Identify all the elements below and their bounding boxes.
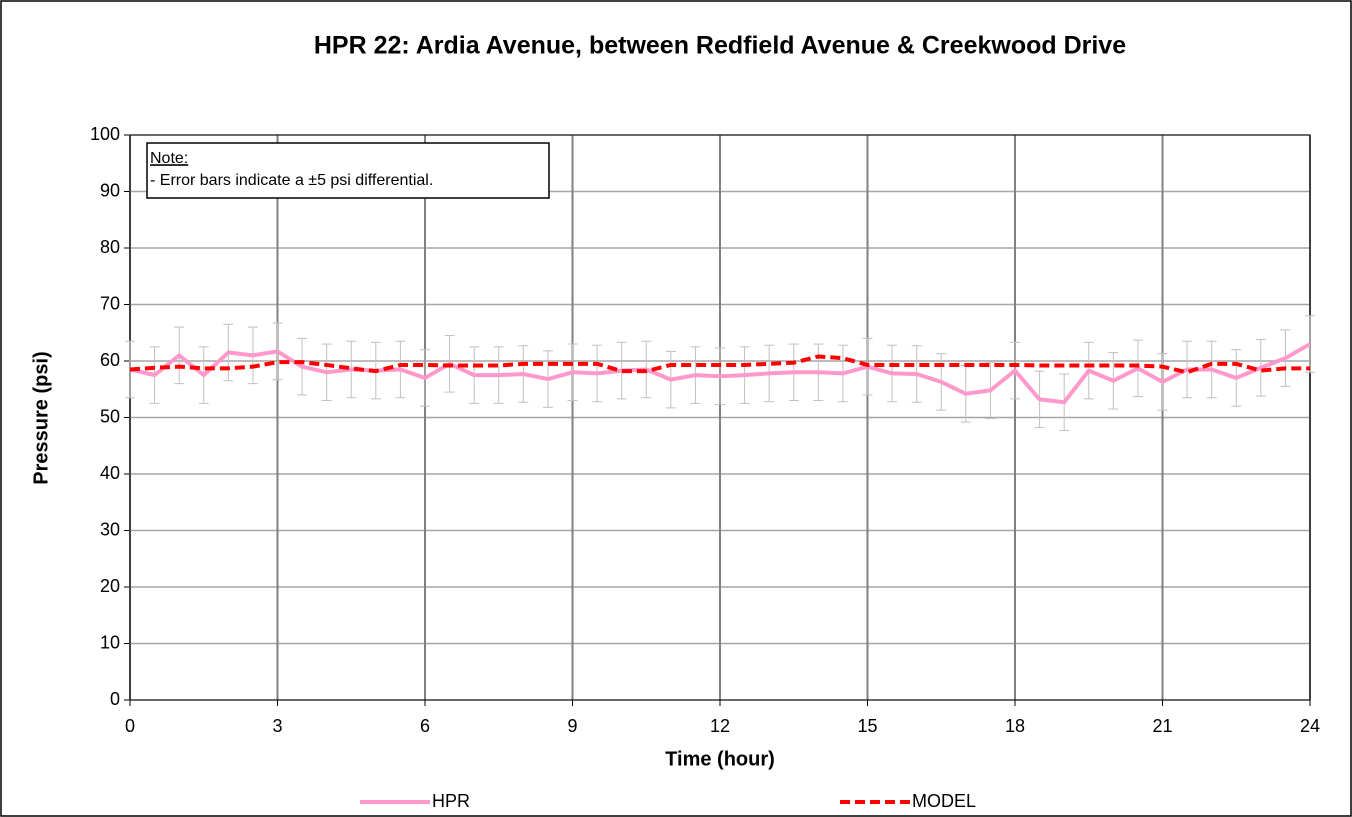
y-tick-label: 20 bbox=[100, 576, 120, 596]
legend-label: HPR bbox=[432, 791, 470, 811]
legend-label: MODEL bbox=[912, 791, 976, 811]
x-axis-label: Time (hour) bbox=[665, 748, 775, 770]
x-tick-label: 15 bbox=[857, 716, 877, 736]
y-tick-label: 40 bbox=[100, 463, 120, 483]
y-tick-label: 10 bbox=[100, 632, 120, 652]
y-tick-label: 80 bbox=[100, 237, 120, 257]
y-axis-label: Pressure (psi) bbox=[30, 351, 52, 484]
x-tick-label: 6 bbox=[420, 716, 430, 736]
x-tick-label: 0 bbox=[125, 716, 135, 736]
y-tick-label: 90 bbox=[100, 180, 120, 200]
note-text: - Error bars indicate a ±5 psi different… bbox=[150, 172, 433, 189]
y-tick-label: 70 bbox=[100, 293, 120, 313]
x-tick-label: 12 bbox=[710, 716, 730, 736]
y-tick-label: 30 bbox=[100, 519, 120, 539]
chart-title: HPR 22: Ardia Avenue, between Redfield A… bbox=[314, 32, 1126, 60]
x-tick-label: 24 bbox=[1300, 716, 1320, 736]
y-tick-label: 50 bbox=[100, 406, 120, 426]
series-line bbox=[129, 354, 1310, 375]
x-tick-label: 9 bbox=[567, 716, 577, 736]
y-tick-label: 100 bbox=[90, 124, 120, 144]
y-tick-label: 60 bbox=[100, 350, 120, 370]
x-tick-label: 21 bbox=[1152, 716, 1172, 736]
x-tick-label: 3 bbox=[272, 716, 282, 736]
y-tick-label: 0 bbox=[110, 689, 120, 709]
series-line bbox=[129, 342, 1311, 405]
x-tick-label: 18 bbox=[1005, 716, 1025, 736]
note-title: Note: bbox=[150, 150, 188, 167]
plot-border bbox=[129, 134, 1311, 701]
note-box bbox=[146, 142, 550, 199]
